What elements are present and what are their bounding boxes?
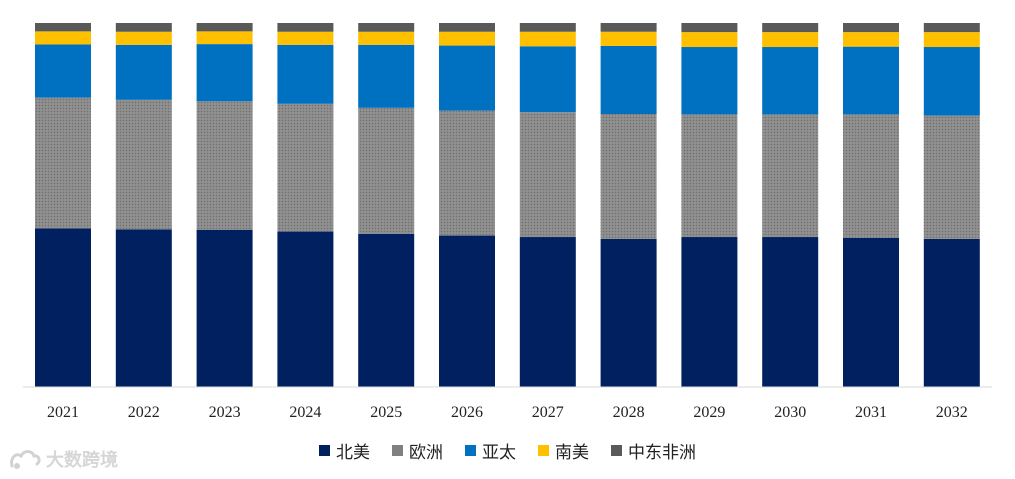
bar-segment: [681, 237, 738, 387]
bar-segment: [35, 23, 91, 32]
bar-segment: [277, 231, 334, 387]
bar-segment: [519, 46, 576, 113]
x-tick-label: 2031: [855, 404, 887, 421]
bar-segment: [358, 107, 415, 234]
x-tick-label: 2032: [936, 404, 968, 421]
bar-segment: [115, 44, 172, 100]
legend-label: 中东非洲: [628, 443, 696, 463]
bar-segment: [519, 31, 576, 47]
bar-segment: [923, 32, 980, 48]
bar-segment: [923, 23, 980, 33]
legend-label: 欧洲: [409, 443, 443, 463]
legend-swatch: [611, 445, 622, 456]
bar-segment: [358, 23, 415, 32]
bar-segment: [35, 44, 91, 98]
legend-label: 南美: [555, 443, 589, 463]
bar-segment: [519, 112, 576, 238]
bar-segment: [600, 23, 657, 32]
bar-segment: [843, 32, 899, 47]
bar-segment: [439, 235, 495, 387]
bar-segment: [277, 44, 334, 104]
bar-segment: [115, 23, 172, 32]
bar-segment: [923, 238, 980, 387]
legend-item: 南美: [538, 438, 589, 463]
bar-segment: [681, 114, 738, 238]
bar-segment: [519, 237, 576, 387]
x-tick-label: 2022: [128, 404, 160, 421]
watermark-logo-icon: [10, 450, 41, 469]
bar-segment: [843, 237, 899, 387]
x-tick-label: 2023: [209, 404, 241, 421]
legend-item: 亚太: [465, 438, 516, 463]
bar-segment: [439, 45, 495, 111]
bar-segment: [843, 23, 899, 33]
bars-group: [35, 23, 980, 387]
bar-segment: [681, 32, 738, 48]
bar-segment: [35, 31, 91, 45]
bar-segment: [277, 23, 334, 32]
bar-segment: [519, 23, 576, 32]
bar-segment: [923, 115, 980, 239]
bar-segment: [439, 23, 495, 32]
bar-segment: [600, 31, 657, 46]
bar-segment: [681, 23, 738, 33]
bar-segment: [600, 45, 657, 114]
x-tick-label: 2026: [451, 404, 483, 421]
x-tick-label: 2024: [289, 404, 321, 421]
legend-swatch: [392, 445, 403, 456]
legend-label: 亚太: [482, 443, 516, 463]
legend-swatch: [465, 445, 476, 456]
legend-item: 欧洲: [392, 438, 443, 463]
bar-segment: [277, 103, 334, 232]
bar-segment: [439, 31, 495, 46]
bar-segment: [439, 110, 495, 236]
x-tick-label: 2027: [532, 404, 564, 421]
bar-segment: [600, 114, 657, 239]
bar-segment: [35, 97, 91, 229]
watermark: 大数跨境: [8, 446, 118, 472]
legend-label: 北美: [336, 443, 370, 463]
x-tick-label: 2029: [693, 404, 725, 421]
watermark-text: 大数跨境: [46, 450, 118, 471]
legend: 北美 欧洲 亚太 南美 中东非洲: [0, 438, 1015, 463]
bar-segment: [681, 47, 738, 115]
bar-segment: [843, 114, 899, 238]
bar-segment: [923, 47, 980, 116]
bar-segment: [115, 99, 172, 230]
bar-segment: [762, 237, 819, 387]
x-tick-label: 2030: [774, 404, 806, 421]
bar-segment: [600, 238, 657, 387]
legend-item: 北美: [319, 438, 370, 463]
x-tick-label: 2028: [613, 404, 645, 421]
bar-segment: [115, 31, 172, 45]
bar-segment: [196, 31, 253, 45]
bar-segment: [196, 229, 253, 387]
bar-segment: [35, 228, 91, 387]
bar-segment: [277, 31, 334, 45]
bar-segment: [196, 44, 253, 102]
bar-segment: [115, 229, 172, 387]
bar-segment: [358, 44, 415, 108]
legend-swatch: [319, 445, 330, 456]
x-tick-labels: 2021 2022 2023 2024 2025 2026 2027 2028 2029 2030…: [47, 404, 968, 421]
bar-segment: [762, 114, 819, 238]
bar-segment: [762, 32, 819, 48]
bar-segment: [762, 47, 819, 115]
legend-item: 中东非洲: [611, 438, 696, 463]
bar-segment: [762, 23, 819, 33]
x-tick-label: 2025: [370, 404, 402, 421]
bar-segment: [358, 233, 415, 387]
bar-segment: [196, 101, 253, 230]
bar-segment: [843, 46, 899, 115]
legend-swatch: [538, 445, 549, 456]
bar-segment: [358, 31, 415, 45]
x-tick-label: 2021: [47, 404, 79, 421]
bar-segment: [196, 23, 253, 32]
